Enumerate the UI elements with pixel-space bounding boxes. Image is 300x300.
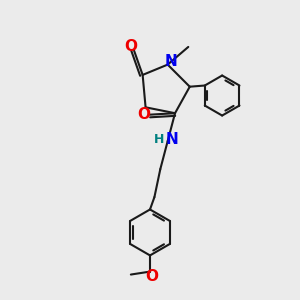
Text: N: N [165, 132, 178, 147]
Text: O: O [138, 107, 151, 122]
Text: N: N [165, 54, 178, 69]
Text: O: O [145, 269, 158, 284]
Text: H: H [154, 133, 165, 146]
Text: O: O [124, 39, 137, 54]
